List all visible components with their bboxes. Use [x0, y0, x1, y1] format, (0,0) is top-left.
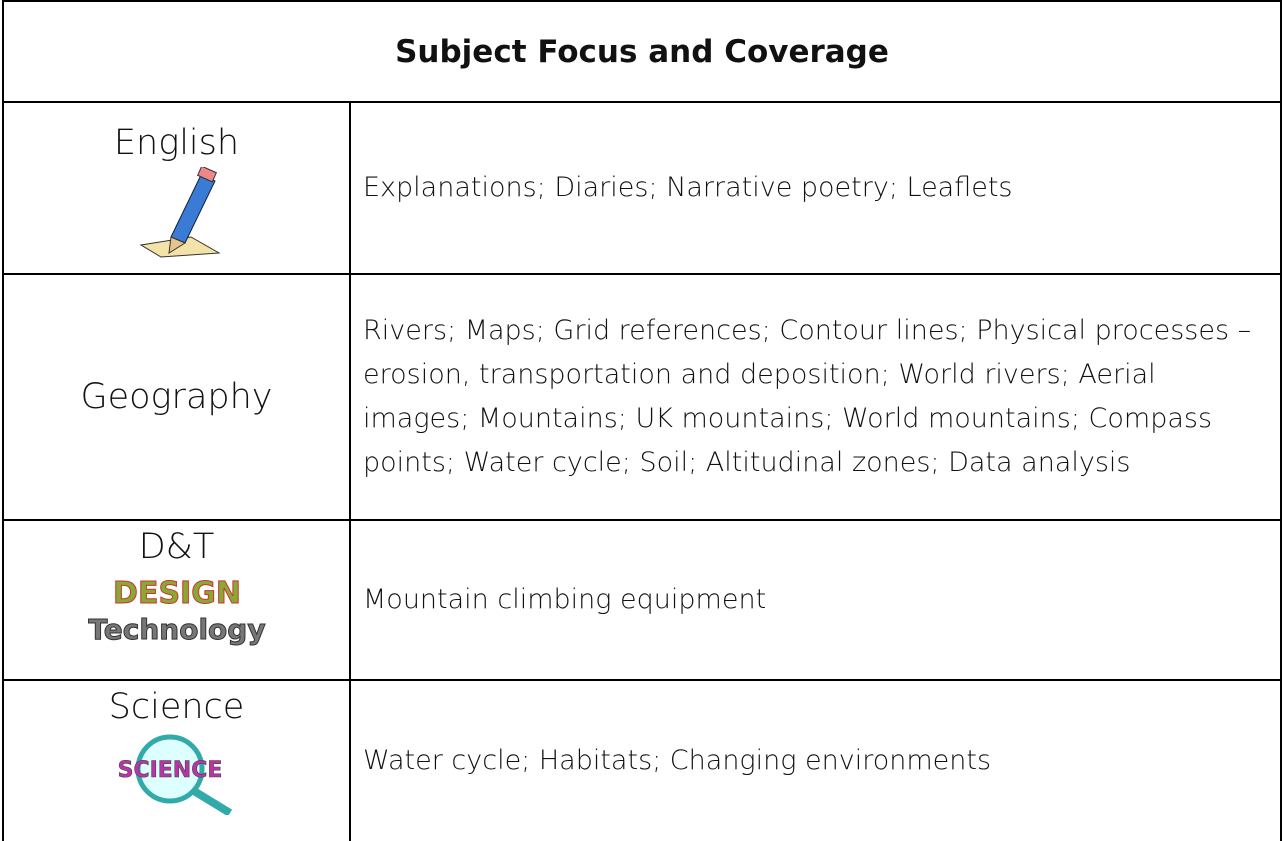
subject: D&T — [4, 527, 349, 567]
subject-cell: Geography — [2, 275, 351, 521]
subject: English — [4, 123, 349, 163]
subject: Geography — [80, 377, 272, 417]
content: Explanations; Diaries; Narrative poetry;… — [363, 166, 1013, 210]
content-cell: Mountain climbing equipment — [351, 521, 1282, 681]
logo-text: Technology — [88, 613, 265, 646]
science-logo: SCIENCE — [102, 731, 252, 815]
title: Subject Focus and Coverage — [2, 0, 1282, 103]
content-cell: Water cycle; Habitats; Changing environm… — [351, 681, 1282, 841]
subject-cell: Science SCIENCE — [2, 681, 351, 841]
content-cell: Rivers; Maps; Grid references; Contour l… — [351, 275, 1282, 521]
content: Mountain climbing equipment — [363, 578, 766, 622]
subject-cell: English — [2, 103, 351, 275]
subject: Science — [4, 687, 349, 727]
pencil-icon — [131, 167, 223, 259]
content-cell: Explanations; Diaries; Narrative poetry;… — [351, 103, 1282, 275]
subject-cell: D&T DESIGN Technology — [2, 521, 351, 681]
logo-text: DESIGN — [113, 576, 241, 611]
design-technology-logo: DESIGN Technology — [77, 571, 277, 651]
logo-text: SCIENCE — [117, 758, 222, 783]
content: Rivers; Maps; Grid references; Contour l… — [363, 309, 1268, 485]
content: Water cycle; Habitats; Changing environm… — [363, 739, 991, 783]
